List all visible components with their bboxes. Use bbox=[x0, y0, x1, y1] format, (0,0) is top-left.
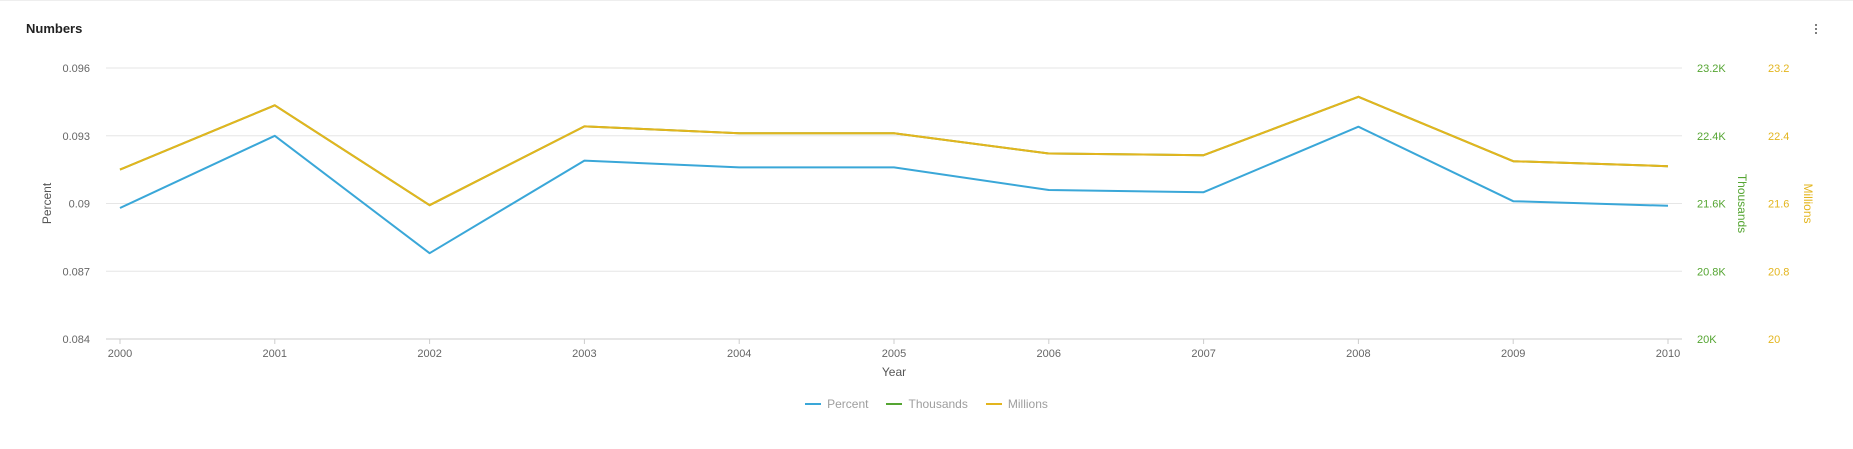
millions-axis-ticks: 20 20.8 21.6 22.4 23.2 bbox=[1768, 63, 1789, 346]
millions-tick-label: 21.6 bbox=[1768, 199, 1789, 211]
left-tick-label: 0.087 bbox=[62, 266, 90, 278]
thousands-tick-label: 20.8K bbox=[1697, 266, 1726, 278]
left-axis-ticks: 0.084 0.087 0.09 0.093 0.096 bbox=[62, 63, 90, 346]
x-tick-label: 2008 bbox=[1346, 348, 1370, 360]
chart-legend: Percent Thousands Millions bbox=[0, 397, 1853, 411]
thousands-axis-ticks: 20K 20.8K 21.6K 22.4K 23.2K bbox=[1697, 63, 1726, 346]
series-line-thousands bbox=[119, 95, 1669, 207]
x-tick-label: 2010 bbox=[1656, 348, 1680, 360]
left-tick-label: 0.093 bbox=[62, 131, 90, 143]
more-vert-icon[interactable] bbox=[1808, 19, 1824, 39]
y-axis-label-millions: Millions bbox=[1801, 183, 1815, 223]
legend-item-thousands[interactable]: Thousands bbox=[886, 397, 968, 411]
series-lines bbox=[119, 95, 1669, 255]
legend-label-percent: Percent bbox=[827, 397, 869, 411]
left-tick-label: 0.09 bbox=[69, 199, 90, 211]
y-axis-label-percent: Percent bbox=[40, 182, 54, 224]
x-tick-label: 2000 bbox=[108, 348, 132, 360]
left-tick-label: 0.084 bbox=[62, 334, 90, 346]
thousands-tick-label: 21.6K bbox=[1697, 199, 1726, 211]
legend-label-millions: Millions bbox=[1007, 397, 1048, 411]
x-axis-ticks: 2000 2001 2002 2003 2004 2005 2006 2007 2008 2009… bbox=[108, 339, 1680, 360]
x-tick-label: 2004 bbox=[727, 348, 751, 360]
legend-item-millions[interactable]: Millions bbox=[985, 397, 1048, 411]
x-tick-label: 2001 bbox=[263, 348, 287, 360]
line-chart: 0.084 0.087 0.09 0.093 0.096 20K 20.8K 21.6K 22… bbox=[40, 63, 1815, 379]
legend-swatch-thousands bbox=[886, 403, 903, 405]
series-line-percent bbox=[119, 125, 1669, 255]
grid-lines bbox=[106, 67, 1682, 340]
series-line-millions bbox=[119, 95, 1669, 207]
legend-item-percent[interactable]: Percent bbox=[805, 397, 868, 411]
millions-tick-label: 23.2 bbox=[1768, 63, 1789, 75]
legend-swatch-millions bbox=[985, 403, 1002, 405]
legend-swatch-percent bbox=[805, 403, 822, 405]
x-tick-label: 2009 bbox=[1501, 348, 1525, 360]
legend-label-thousands: Thousands bbox=[908, 397, 968, 411]
millions-tick-label: 20.8 bbox=[1768, 266, 1789, 278]
chart-title: Numbers bbox=[26, 21, 83, 36]
x-tick-label: 2007 bbox=[1191, 348, 1215, 360]
x-tick-label: 2005 bbox=[882, 348, 906, 360]
millions-tick-label: 20 bbox=[1768, 334, 1780, 346]
left-tick-label: 0.096 bbox=[62, 63, 90, 75]
x-tick-label: 2002 bbox=[417, 348, 441, 360]
thousands-tick-label: 22.4K bbox=[1697, 131, 1726, 143]
x-tick-label: 2003 bbox=[572, 348, 596, 360]
x-tick-label: 2006 bbox=[1037, 348, 1061, 360]
y-axis-label-thousands: Thousands bbox=[1735, 174, 1749, 233]
millions-tick-label: 22.4 bbox=[1768, 131, 1789, 143]
thousands-tick-label: 20K bbox=[1697, 334, 1717, 346]
thousands-tick-label: 23.2K bbox=[1697, 63, 1726, 75]
x-axis-label: Year bbox=[882, 365, 906, 379]
